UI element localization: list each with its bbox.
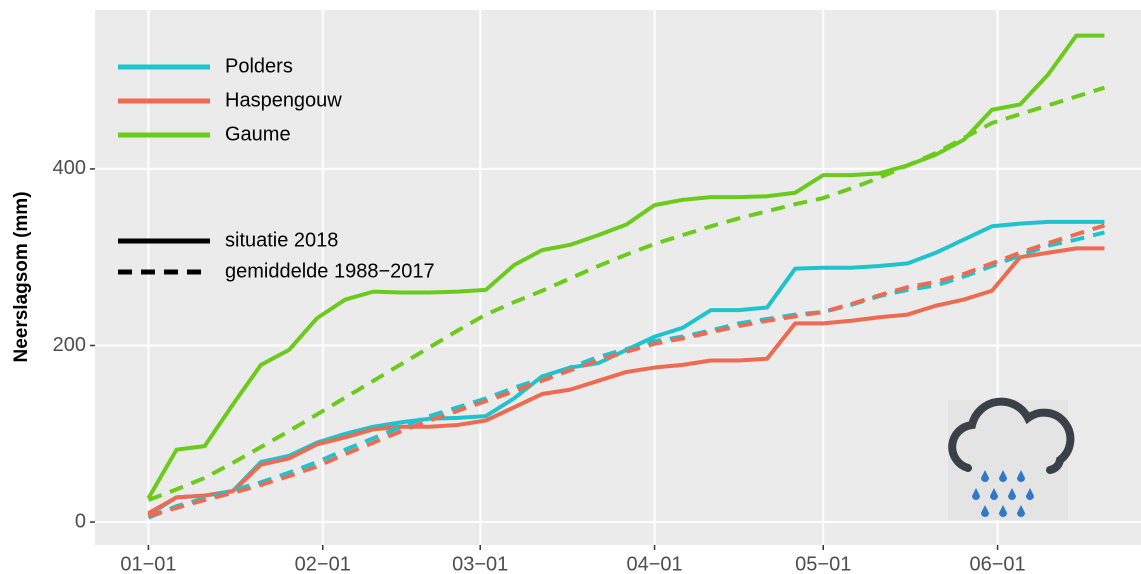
legend: Polders Haspengouw Gaume situatie 2018 gemid… [118,55,435,282]
grid [95,10,1141,545]
legend-label: Haspengouw [225,89,342,111]
rain-drops [972,470,1034,517]
x-tick-label: 06−01 [970,553,1026,574]
legend-label: Polders [225,55,293,77]
legend-label: gemiddelde 1988−2017 [225,260,435,282]
weather-icon [948,397,1075,520]
x-tick-label: 01−01 [120,553,176,574]
lines [146,33,1106,520]
legend-label: Gaume [225,123,291,145]
y-tick-label: 200 [53,334,86,356]
y-tick-label: 0 [75,510,86,532]
y-tick-label: 400 [53,157,86,179]
series-line [147,246,1105,515]
cloud [948,397,1075,474]
y-axis-title: Neerslagsom (mm) [11,191,32,362]
icon-bg [948,400,1068,520]
x-tick-label: 02−01 [295,553,351,574]
legend-label: situatie 2018 [225,229,338,251]
x-tick-label: 04−01 [626,553,682,574]
series-line [147,85,1106,502]
series-line [147,223,1106,518]
series-line [147,230,1105,520]
x-tick-label: 05−01 [795,553,851,574]
x-tick-label: 03−01 [452,553,508,574]
